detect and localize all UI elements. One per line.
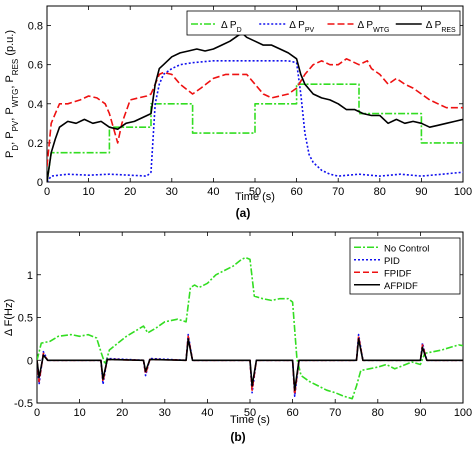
y-tick-label: 0.2 [28,138,43,150]
series-line-3 [37,338,463,391]
y-tick-label: -0.5 [14,398,33,410]
y-tick-label: 0.4 [28,99,43,111]
legend-label: No Control [384,243,429,254]
x-tick-label: 50 [249,186,261,198]
series-line-0 [47,83,463,182]
panel-caption: (b) [230,430,245,444]
x-tick-label: 30 [159,407,171,419]
x-tick-label: 60 [290,186,302,198]
x-tick-label: 80 [372,407,384,419]
series-line-2 [47,58,463,167]
x-axis-label: Time (s) [230,414,270,426]
x-tick-label: 40 [201,407,213,419]
x-tick-label: 90 [415,186,427,198]
legend-box [186,10,461,36]
x-tick-label: 90 [414,407,426,419]
x-tick-label: 30 [166,186,178,198]
y-tick-label: 0 [37,177,43,189]
x-tick-label: 70 [329,407,341,419]
x-tick-label: 60 [286,407,298,419]
legend-label: Δ PD [221,20,242,34]
series-group [37,256,463,400]
y-tick-label: 0 [27,355,33,367]
x-tick-label: 40 [207,186,219,198]
x-tick-label: 100 [454,186,472,198]
legend-label: Δ PPV [289,20,314,34]
x-tick-label: 20 [124,186,136,198]
y-axis-label: Δ F(Hz) [3,299,15,336]
x-tick-label: 70 [332,186,344,198]
x-tick-label: 80 [374,186,386,198]
x-tick-label: 100 [454,407,472,419]
legend: Δ PD Δ PPV Δ PWTG Δ PRES [186,10,461,36]
x-tick-label: 0 [34,407,40,419]
x-tick-label: 10 [82,186,94,198]
x-tick-label: 0 [44,186,50,198]
legend-label: PID [384,256,400,267]
x-tick-label: 50 [244,407,256,419]
y-tick-label: 0.6 [28,60,43,72]
legend-label: Δ PWTG [358,20,390,34]
legend-label: FPIDF [384,268,412,279]
chart-panel-a: 0 10 20 30 40 50 60 70 80 90 100 0 0.2 0.4 0.6 0.8 Time … [4,5,472,220]
legend-label: Δ PRES [426,20,456,34]
x-tick-label: 20 [116,407,128,419]
series-line-0 [37,256,463,400]
y-tick-label: 1 [27,270,33,282]
series-line-1 [47,60,463,182]
x-axis-label: Time (s) [235,191,275,203]
x-tick-label: 10 [73,407,85,419]
y-tick-label: 0.5 [18,313,33,325]
panel-caption: (a) [236,206,251,220]
y-axis-label: PD, PPV, PWTG, PRES (p.u.) [4,30,20,158]
y-tick-label: 0.8 [28,21,43,33]
legend-label: AFPIDF [384,281,418,292]
